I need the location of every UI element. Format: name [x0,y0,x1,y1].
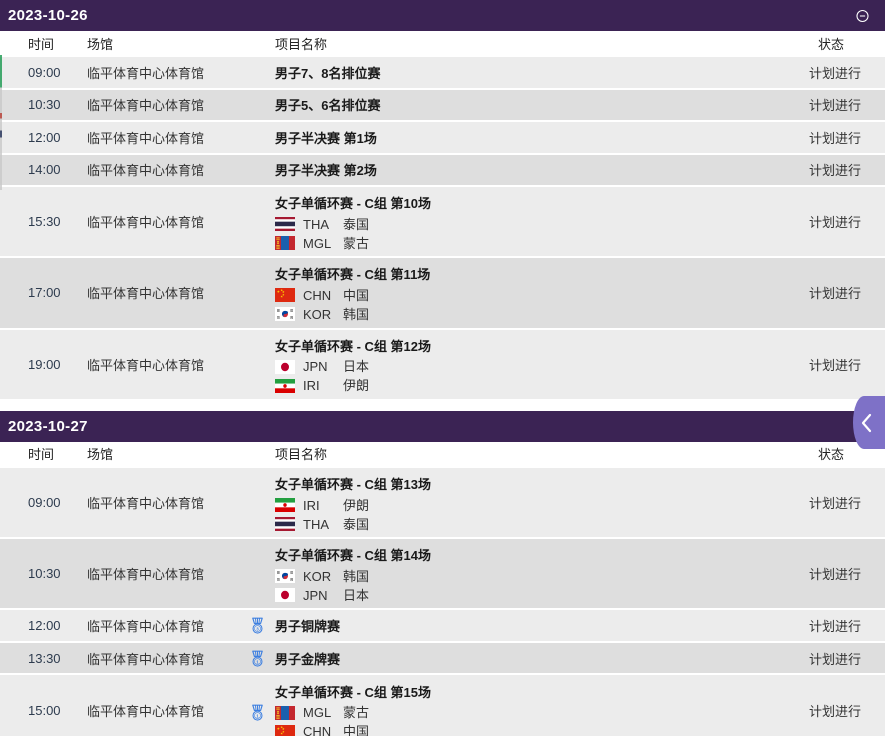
svg-text:3: 3 [256,627,259,632]
svg-text:1: 1 [256,659,259,664]
svg-text:1: 1 [256,714,259,719]
